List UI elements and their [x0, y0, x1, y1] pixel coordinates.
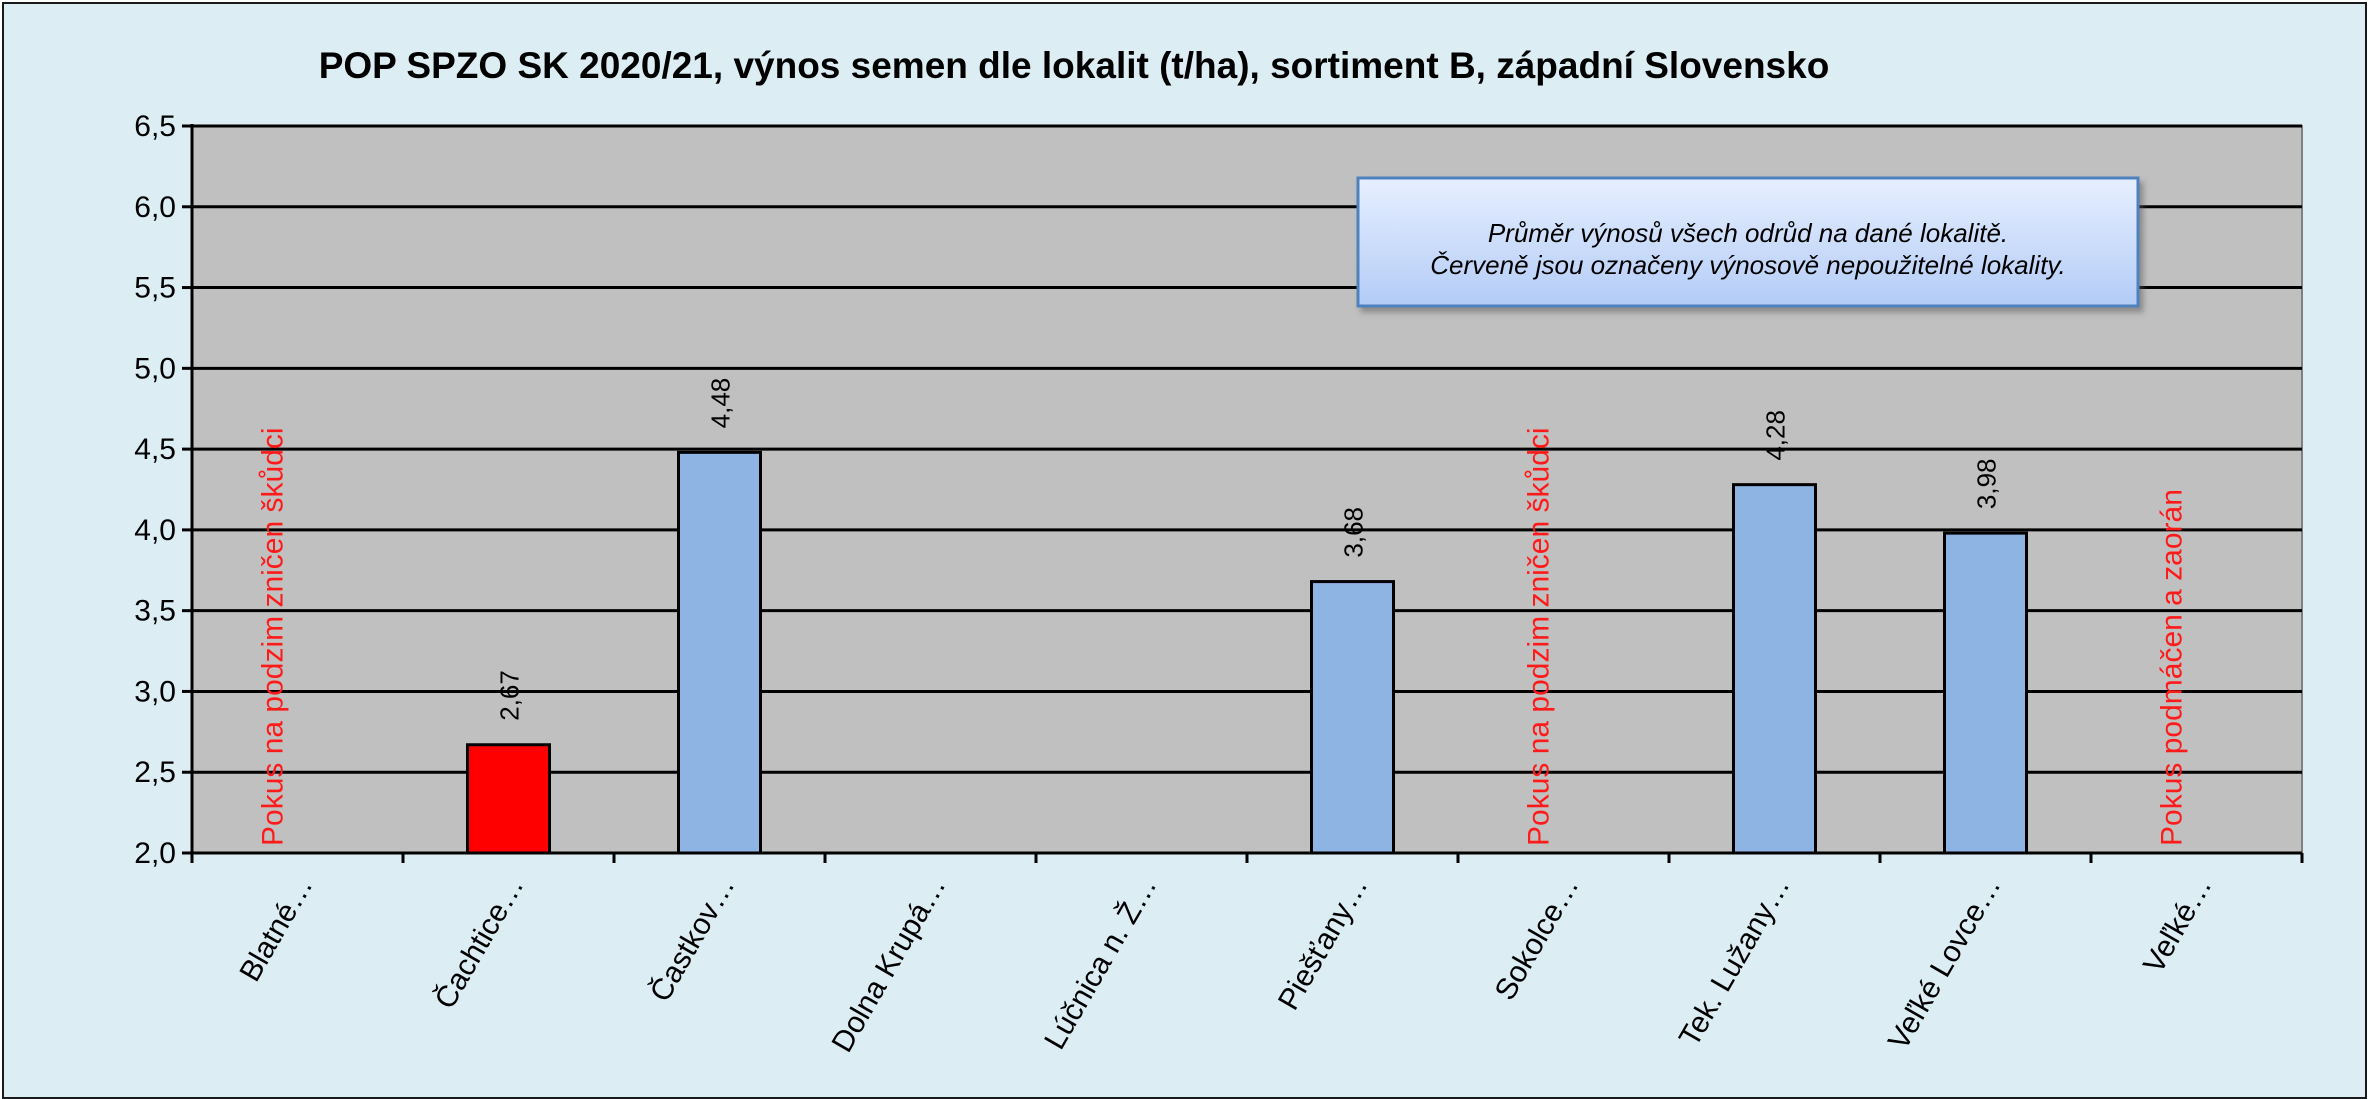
- legend-line-2: Červeně jsou označeny výnosově nepoužite…: [1430, 250, 2065, 280]
- site-note: Pokus na podzim zničen škůdci: [257, 427, 290, 846]
- x-tick-label: Častkov…: [643, 871, 742, 1008]
- chart-title: POP SPZO SK 2020/21, výnos semen dle lok…: [319, 45, 1830, 86]
- y-tick-label: 3,5: [134, 595, 176, 628]
- data-label: 4,28: [1761, 410, 1791, 461]
- bar: [1732, 483, 1817, 855]
- x-tick-label: Veľké Lovce…: [1882, 871, 2008, 1055]
- data-label: 3,98: [1972, 459, 2002, 510]
- data-label: 3,68: [1339, 507, 1369, 558]
- bar: [1943, 531, 2028, 855]
- y-tick-label: 5,5: [134, 272, 176, 305]
- y-tick-label: 4,5: [134, 433, 176, 466]
- y-tick-label: 2,0: [134, 837, 176, 870]
- x-tick-label: Lúčnica n. Ž…: [1038, 871, 1163, 1055]
- data-label: 4,48: [706, 378, 736, 429]
- x-tick-label: Tek. Lužany…: [1673, 871, 1797, 1052]
- site-note: Pokus podmáčen a zaorán: [2156, 489, 2189, 846]
- y-tick-label: 4,0: [134, 514, 176, 547]
- site-note: Pokus na podzim zničen škůdci: [1523, 427, 1556, 846]
- y-tick-label: 2,5: [134, 756, 176, 789]
- data-label: 2,67: [495, 670, 525, 721]
- x-tick-label: Dolna Krupá…: [826, 871, 953, 1058]
- x-tick-label: Veľké…: [2137, 871, 2218, 979]
- x-tick-label: Blatné…: [233, 871, 319, 987]
- bar: [1310, 580, 1395, 855]
- axes: [182, 124, 2304, 863]
- x-tick-label: Čachtice…: [428, 871, 531, 1015]
- y-tick-label: 6,5: [134, 110, 176, 143]
- y-tick-label: 3,0: [134, 675, 176, 708]
- legend-box: Průměr výnosů všech odrůd na dané lokali…: [1356, 176, 2140, 308]
- x-tick-label: Sokolce…: [1489, 871, 1586, 1006]
- bar: [677, 450, 762, 855]
- bar-chart: POP SPZO SK 2020/21, výnos semen dle lok…: [134, 45, 2304, 1058]
- y-tick-label: 6,0: [134, 191, 176, 224]
- legend-line-1: Průměr výnosů všech odrůd na dané lokali…: [1488, 218, 2008, 248]
- bar: [466, 743, 551, 855]
- bars: [466, 450, 2028, 855]
- x-tick-label: Piešťany…: [1272, 871, 1375, 1016]
- y-tick-label: 5,0: [134, 352, 176, 385]
